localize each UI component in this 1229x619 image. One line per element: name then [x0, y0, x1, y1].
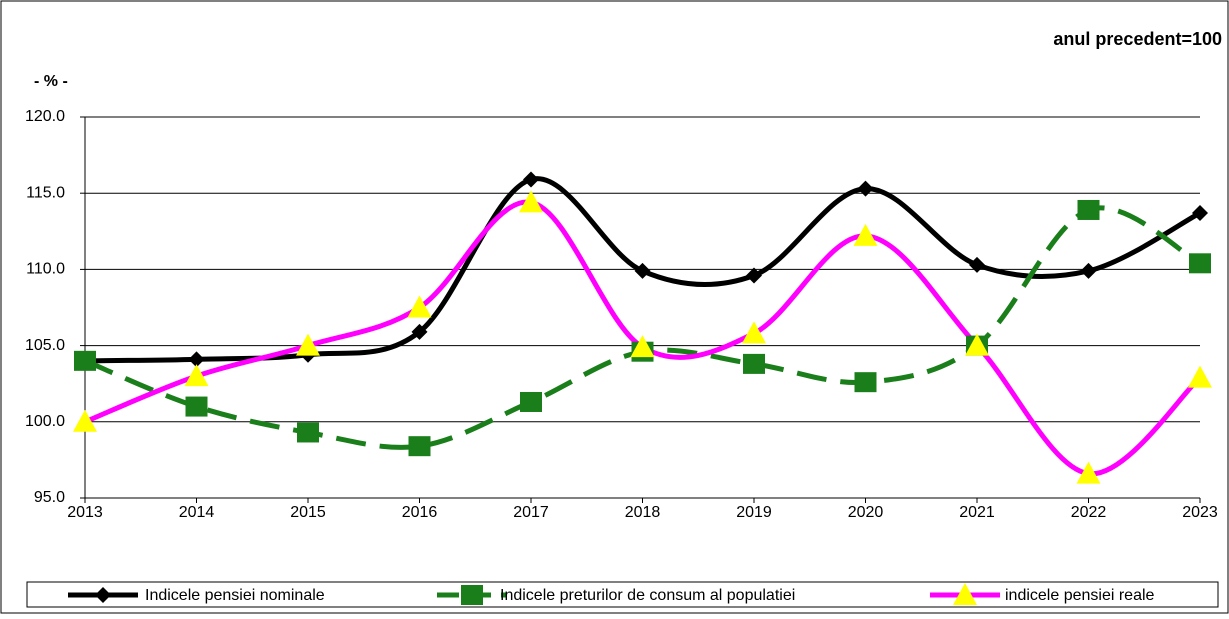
y-tick-label: 100.0: [25, 413, 65, 430]
marker: [185, 396, 208, 417]
marker: [519, 190, 543, 213]
x-tick-label: 2013: [67, 504, 103, 521]
marker: [296, 333, 320, 356]
x-tick-label: 2015: [290, 504, 326, 521]
marker: [746, 267, 762, 284]
marker: [95, 587, 111, 603]
x-tick-label: 2018: [625, 504, 661, 521]
marker: [1188, 365, 1212, 388]
marker: [184, 364, 209, 387]
x-tick-label: 2022: [1071, 504, 1107, 521]
marker: [1076, 461, 1101, 484]
marker: [965, 333, 989, 356]
marker: [407, 295, 432, 318]
x-tick-label: 2019: [736, 504, 772, 521]
y-tick-label: 110.0: [26, 261, 65, 278]
marker: [411, 323, 428, 340]
marker: [1080, 262, 1097, 279]
marker: [1189, 253, 1211, 274]
x-tick-label: 2021: [959, 504, 995, 521]
y-tick-label: 115.0: [26, 184, 65, 201]
marker: [188, 351, 205, 368]
marker: [461, 585, 483, 605]
legend-label: Indicele pensiei nominale: [145, 587, 325, 604]
marker: [74, 350, 96, 371]
marker: [1077, 199, 1100, 220]
x-tick-label: 2020: [848, 504, 884, 521]
annotation: anul precedent=100: [1053, 29, 1222, 49]
marker: [297, 422, 319, 443]
marker: [969, 256, 985, 273]
y-axis-label: - % -: [34, 73, 68, 90]
y-tick-label: 95.0: [34, 489, 65, 506]
legend-label: indicele pensiei reale: [1005, 587, 1155, 604]
marker: [953, 583, 977, 605]
legend-box: [26, 581, 1219, 608]
y-tick-label: 105.0: [25, 337, 65, 354]
marker: [742, 321, 766, 344]
marker: [1192, 205, 1208, 222]
marker: [854, 372, 877, 393]
x-tick-label: 2017: [513, 504, 549, 521]
marker: [520, 391, 542, 412]
marker: [857, 180, 874, 197]
marker: [523, 171, 539, 188]
x-tick-label: 2014: [179, 504, 215, 521]
marker: [630, 335, 655, 358]
marker: [743, 353, 765, 374]
marker: [73, 409, 97, 432]
marker: [853, 223, 878, 246]
x-tick-label: 2023: [1182, 504, 1218, 521]
legend-label: Indicele preturilor de consum al populat…: [500, 587, 795, 604]
marker: [408, 436, 431, 457]
y-tick-label: 120.0: [25, 108, 65, 125]
x-tick-label: 2016: [402, 504, 438, 521]
marker: [634, 262, 651, 279]
